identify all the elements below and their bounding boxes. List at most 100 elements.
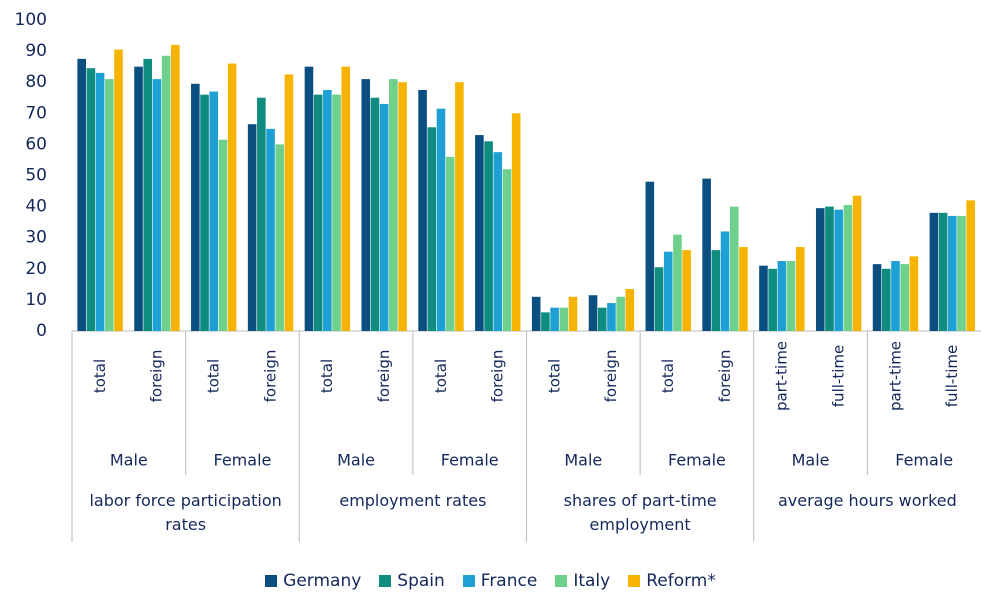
bar [568, 296, 578, 331]
y-tick-label: 50 [25, 166, 47, 186]
bar [673, 234, 682, 331]
bar [86, 68, 96, 331]
bar [947, 215, 957, 331]
bar [559, 307, 569, 331]
subgroup-label: Female [214, 451, 272, 470]
bar [323, 89, 332, 331]
bar [795, 247, 805, 331]
bar [815, 208, 825, 331]
legend-item: Italy [555, 571, 610, 591]
bar [625, 289, 635, 331]
x-tick-label: total [91, 359, 109, 393]
bar [484, 141, 493, 331]
bar [957, 215, 966, 331]
group-label: employment rates [339, 491, 487, 510]
x-tick-label: total [205, 359, 223, 393]
bar [389, 79, 398, 331]
bar [455, 82, 464, 331]
bar [541, 312, 550, 331]
x-tick-label: foreign [489, 350, 507, 403]
legend-swatch [555, 575, 568, 587]
y-tick-label: 0 [36, 321, 47, 341]
bar [511, 113, 521, 331]
bar [247, 124, 257, 331]
legend-item: Spain [379, 571, 445, 591]
x-tick-label: total [545, 359, 563, 393]
bar [105, 79, 114, 331]
bar [218, 139, 228, 331]
bar [361, 79, 371, 331]
legend-label: Germany [283, 571, 362, 591]
bar [843, 205, 853, 331]
legend: Germany Spain France Italy Reform* [0, 571, 981, 591]
group-label: shares of part-time employment [563, 491, 717, 534]
bar [872, 264, 882, 331]
bar [152, 79, 162, 331]
bar [891, 261, 900, 331]
bar [379, 103, 389, 331]
subgroup-label: Male [792, 451, 830, 470]
bar [702, 178, 711, 331]
legend-label: Spain [397, 571, 445, 591]
bar [777, 261, 787, 331]
bar [616, 296, 625, 331]
bar [929, 212, 939, 331]
bar [645, 181, 655, 331]
y-tick-label: 100 [15, 10, 47, 30]
x-tick-label: part-time [773, 341, 791, 411]
bar [171, 44, 180, 331]
bar [588, 295, 598, 331]
y-tick-label: 80 [25, 72, 47, 92]
bar [900, 264, 909, 331]
subgroup-label: Male [337, 451, 375, 470]
bar [191, 83, 200, 331]
bar [768, 268, 777, 331]
bar [881, 268, 891, 331]
legend-item: Germany [265, 571, 361, 591]
bar [227, 63, 237, 331]
x-tick-label: foreign [602, 350, 620, 403]
bar [493, 152, 503, 331]
bar [418, 89, 427, 331]
x-tick-label: full-time [943, 345, 961, 407]
bar [313, 94, 323, 331]
bar [938, 212, 948, 331]
bar [332, 94, 341, 331]
bar [825, 206, 834, 331]
bar [95, 72, 105, 332]
subgroup-label: Female [441, 451, 499, 470]
bar [275, 144, 285, 331]
bar [77, 58, 87, 331]
bar [436, 108, 446, 331]
bar [427, 127, 437, 331]
bar [663, 251, 673, 331]
bar [257, 97, 266, 331]
y-tick-label: 90 [25, 41, 47, 61]
legend-swatch [628, 575, 641, 587]
bar [209, 91, 219, 331]
bar [304, 66, 314, 332]
bar [834, 209, 843, 331]
bar [729, 206, 739, 331]
bar [445, 156, 455, 331]
bar [134, 66, 143, 332]
group-label: average hours worked [777, 491, 957, 510]
bar [370, 97, 380, 331]
bar [852, 195, 862, 331]
x-tick-label: part-time [886, 341, 904, 411]
bar [786, 261, 796, 331]
subgroup-label: Female [895, 451, 953, 470]
bar [502, 169, 512, 331]
x-tick-label: total [318, 359, 336, 393]
bar [284, 74, 294, 332]
y-tick-label: 60 [25, 134, 47, 154]
bar [739, 247, 748, 331]
bar [597, 307, 607, 331]
bar [531, 296, 541, 331]
legend-swatch [462, 575, 475, 587]
legend-label: Italy [573, 571, 611, 591]
bar [143, 58, 153, 331]
y-tick-label: 20 [25, 259, 47, 279]
